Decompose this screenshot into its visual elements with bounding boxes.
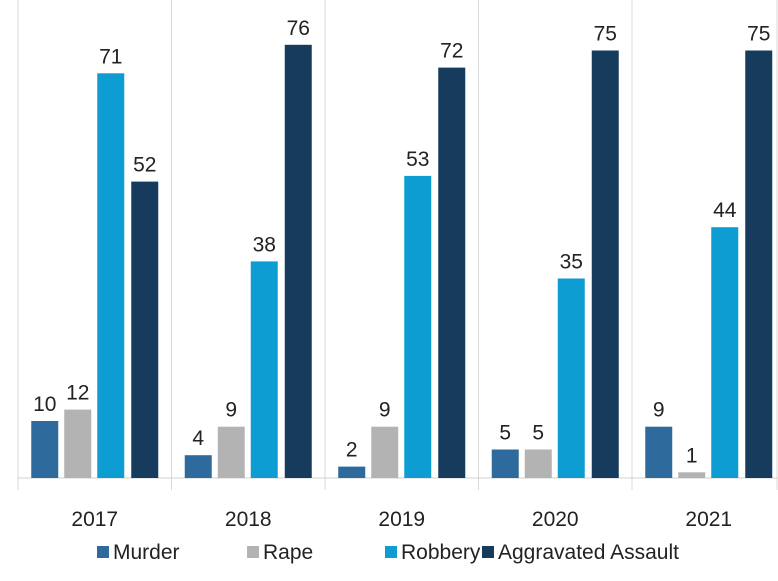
data-label: 9 xyxy=(225,399,237,422)
legend-swatch xyxy=(385,546,397,558)
x-tick-label: 2019 xyxy=(378,508,425,531)
data-label: 38 xyxy=(253,233,276,256)
data-label: 44 xyxy=(713,199,737,222)
legend-label: Rape xyxy=(263,541,313,564)
legend-label: Aggravated Assault xyxy=(498,541,679,564)
data-label: 75 xyxy=(747,23,770,46)
x-tick-label: 2021 xyxy=(685,508,732,531)
legend-swatch xyxy=(482,546,494,558)
bar xyxy=(64,409,92,478)
data-label: 75 xyxy=(594,23,617,46)
x-tick-label: 2017 xyxy=(71,508,118,531)
data-label: 1 xyxy=(686,444,698,467)
data-label: 12 xyxy=(66,382,89,405)
data-label: 76 xyxy=(287,17,310,40)
bar xyxy=(338,466,366,478)
data-label: 53 xyxy=(406,148,429,171)
data-label: 4 xyxy=(192,427,204,450)
data-label: 72 xyxy=(440,40,463,63)
data-label: 52 xyxy=(133,154,156,177)
bar xyxy=(97,73,125,479)
x-tick-label: 2020 xyxy=(532,508,579,531)
data-label: 35 xyxy=(560,251,583,274)
data-label: 5 xyxy=(532,422,544,445)
bar xyxy=(217,426,245,478)
bar xyxy=(184,455,212,478)
legend-swatch xyxy=(97,546,109,558)
legend-swatch xyxy=(247,546,259,558)
bar xyxy=(524,449,552,478)
data-label: 9 xyxy=(653,399,665,422)
data-label: 10 xyxy=(33,393,56,416)
bar xyxy=(711,227,739,478)
bar xyxy=(131,181,159,478)
data-label: 71 xyxy=(99,45,122,68)
bar xyxy=(250,261,278,478)
data-label: 2 xyxy=(346,439,358,462)
bar xyxy=(678,472,706,478)
legend-label: Murder xyxy=(113,541,180,564)
bar xyxy=(31,421,59,478)
bar xyxy=(645,426,673,478)
legend-label: Robbery xyxy=(401,541,481,564)
x-tick-label: 2018 xyxy=(225,508,272,531)
bar xyxy=(371,426,399,478)
bar xyxy=(591,50,619,478)
bar xyxy=(557,278,585,478)
bar xyxy=(438,67,466,478)
bar xyxy=(491,449,519,478)
data-label: 5 xyxy=(499,422,511,445)
bar xyxy=(745,50,773,478)
bar xyxy=(284,44,312,479)
bar xyxy=(404,175,432,478)
data-label: 9 xyxy=(379,399,391,422)
